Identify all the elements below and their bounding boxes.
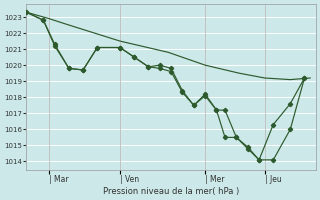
X-axis label: Pression niveau de la mer( hPa ): Pression niveau de la mer( hPa ) [103, 187, 239, 196]
